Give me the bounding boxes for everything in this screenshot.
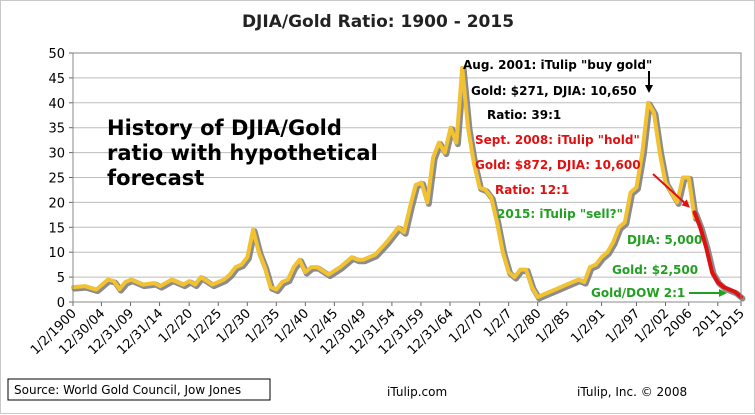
x-tick-label: 1/2/70 [446,306,486,346]
arrow-hold [652,173,690,208]
y-tick-label: 45 [48,72,65,87]
y-axis-ticks: 0 5 10 15 20 25 30 35 40 45 50 [48,47,73,311]
y-tick-label: 30 [48,147,65,162]
x-tick-label: 1/2/91 [568,306,608,346]
annotation-ratio-12: Ratio: 12:1 [495,183,569,197]
y-tick-label: 20 [48,196,65,211]
footer-site: iTulip.com [387,385,447,399]
y-tick-label: 25 [48,172,65,187]
footer-source: Source: World Gold Council, Jow Jones [14,383,241,397]
y-tick-label: 10 [48,246,65,261]
overlay-text: History of DJIA/Gold ratio with hypothet… [107,116,378,190]
annotation-2015-sell: 2015: iTulip "sell?" [497,207,623,221]
x-axis-ticks: 1/2/190012/30/0412/31/0912/31/141/2/201/… [28,302,748,358]
overlay-line-1: History of DJIA/Gold [107,116,342,140]
annotation-gold-dow: Gold/DOW 2:1 [591,286,685,300]
annotations: Aug. 2001: iTulip "buy gold" Gold: $271,… [463,58,702,300]
source-box [7,378,271,401]
footer: Source: World Gold Council, Jow Jones iT… [7,378,687,401]
y-tick-label: 5 [57,271,65,286]
annotation-gold-872: Gold: $872, DJIA: 10,600 [475,158,641,172]
annotation-aug-2001: Aug. 2001: iTulip "buy gold" [463,58,652,72]
plot-area-border [72,52,742,303]
overlay-line-2: ratio with hypothetical [107,141,378,165]
annotation-sept-2008: Sept. 2008: iTulip "hold" [475,133,640,147]
y-tick-label: 40 [48,97,65,112]
y-tick-label: 35 [48,122,65,137]
annotation-ratio-39: Ratio: 39:1 [487,108,561,122]
annotation-gold-271: Gold: $271, DJIA: 10,650 [471,84,637,98]
series-lines [71,65,746,302]
overlay-line-3: forecast [107,166,204,190]
series-1-line [692,210,743,299]
series-0-line [71,65,697,299]
y-tick-label: 15 [48,221,65,236]
annotation-gold-2500: Gold: $2,500 [612,263,698,277]
chart-title: DJIA/Gold Ratio: 1900 - 2015 [242,12,514,32]
annotation-djia-5000: DJIA: 5,000 [627,233,702,247]
footer-copyright: iTulip, Inc. © 2008 [577,385,687,399]
y-tick-label: 0 [57,296,65,311]
y-tick-label: 50 [48,47,65,62]
